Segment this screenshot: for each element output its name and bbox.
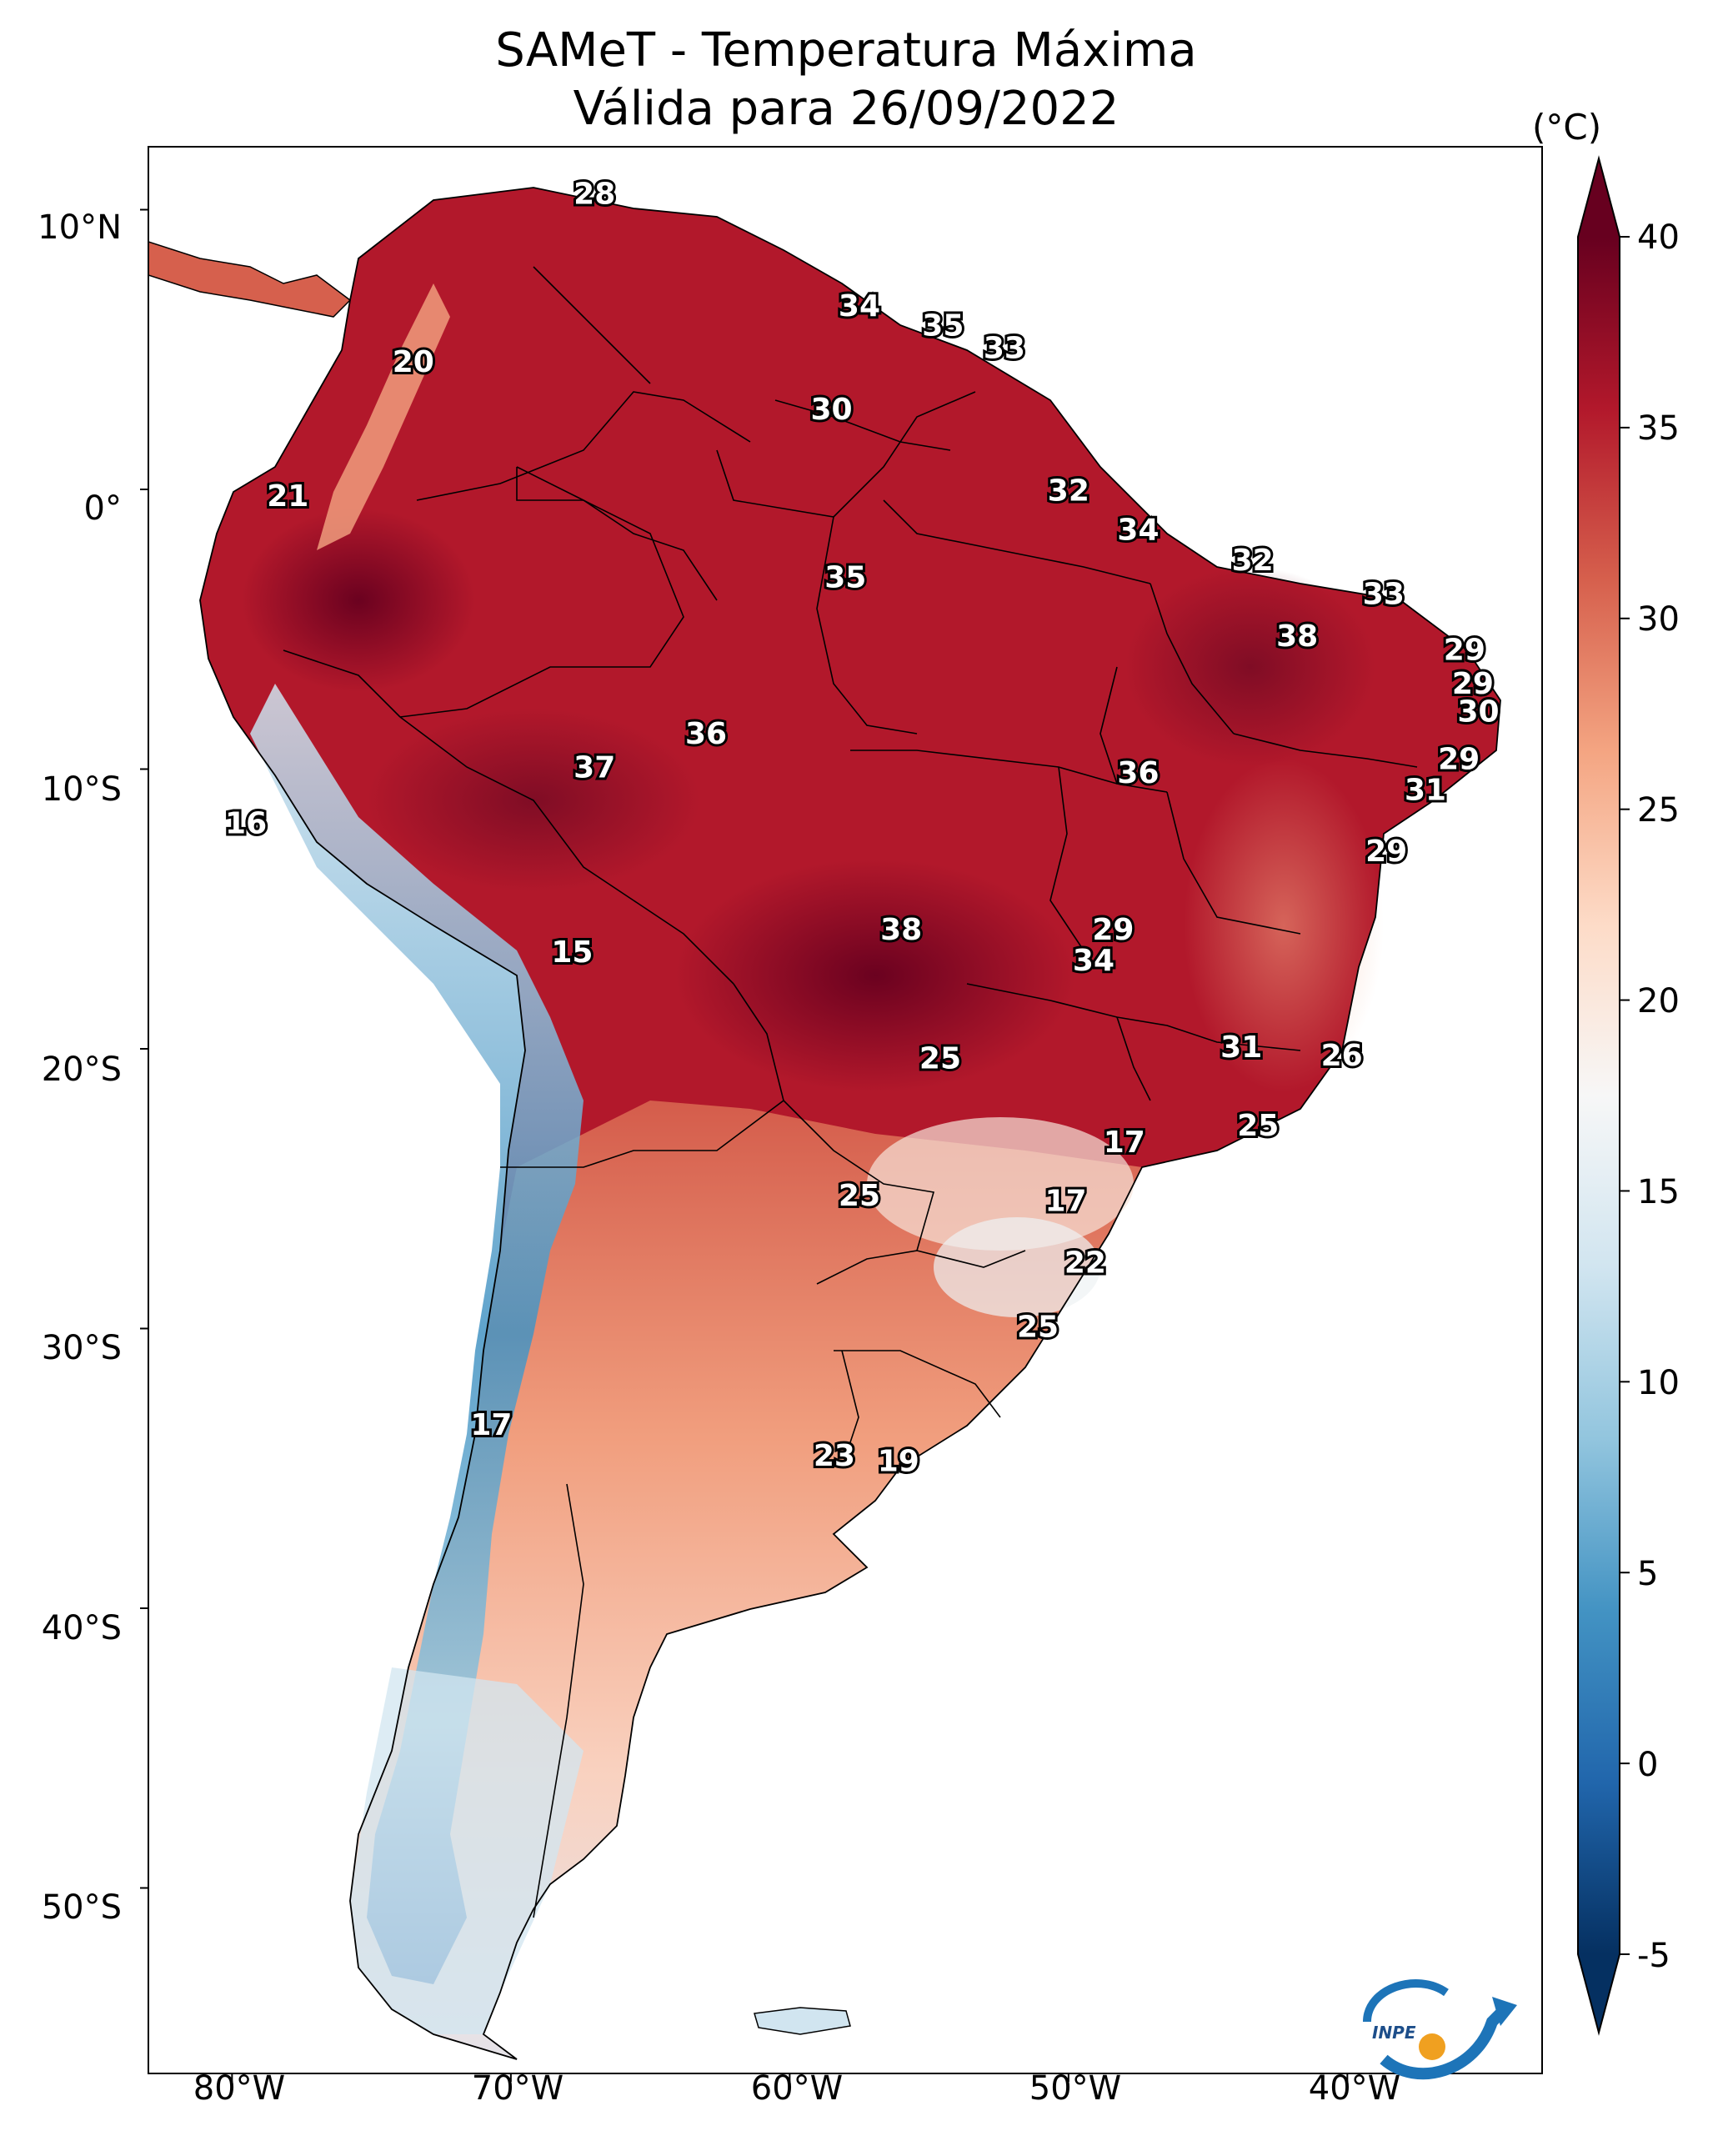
temperature-label: 36	[1117, 756, 1159, 790]
colorbar-tick-10: 10	[1637, 1364, 1680, 1402]
temperature-label: 35	[824, 560, 866, 594]
logo-arrow	[1492, 1997, 1517, 2026]
colorbar-body	[1578, 237, 1620, 1954]
colorbar-top-extension	[1578, 158, 1620, 237]
falkland-islands	[754, 2007, 851, 2035]
temperature-label: 28	[573, 178, 615, 212]
temperature-label: 33	[1363, 577, 1405, 611]
temperature-label: 29	[1438, 742, 1480, 776]
temperature-label: 21	[267, 479, 308, 514]
colorbar-tick-30: 30	[1637, 600, 1680, 639]
country-borders	[283, 266, 1418, 1918]
temperature-label: 30	[1458, 694, 1500, 729]
temperature-label: 30	[810, 393, 852, 427]
colombia-andes-strip	[317, 283, 450, 550]
temperature-label: 32	[1232, 544, 1274, 578]
hotspot-peru-amazon	[242, 509, 475, 692]
temperature-label: 25	[1237, 1109, 1279, 1143]
lat-label-40s: 40°S	[41, 1609, 122, 1647]
lon-label-80w: 80°W	[193, 2069, 286, 2108]
temperature-label: 26	[1321, 1039, 1363, 1073]
temperature-label: 29	[1452, 667, 1494, 701]
cool-parana	[934, 1217, 1100, 1317]
colorbar-tick-25: 25	[1637, 791, 1680, 830]
cool-sao-paulo	[867, 1117, 1134, 1251]
colorbar-tick-5: 5	[1637, 1555, 1659, 1593]
temperature-label: 25	[839, 1179, 880, 1213]
colorbar-tick-35: 35	[1637, 409, 1680, 448]
lon-label-70w: 70°W	[471, 2069, 564, 2108]
temperature-label: 34	[1117, 513, 1159, 547]
lat-label-10s: 10°S	[41, 770, 122, 809]
colorbar-tick-neg5: -5	[1637, 1937, 1670, 1975]
logo-arc-top	[1363, 1978, 1449, 2023]
temperature-label: 17	[1044, 1185, 1086, 1219]
lon-label-50w: 50°W	[1029, 2069, 1122, 2108]
temperature-label: 29	[1444, 634, 1485, 668]
temperature-label: 20	[393, 345, 434, 379]
colorbar	[1577, 155, 1630, 2036]
temperature-label: 38	[880, 913, 922, 947]
temperature-label: 31	[1220, 1030, 1262, 1065]
temperature-label: 32	[1048, 474, 1089, 508]
central-america	[148, 241, 352, 318]
logo-text: INPE	[1372, 2023, 1416, 2043]
colorbar-unit: (°C)	[1532, 107, 1602, 148]
lon-label-40w: 40°W	[1308, 2069, 1401, 2108]
colorbar-tick-40: 40	[1637, 218, 1680, 257]
temperature-label: 36	[685, 717, 727, 751]
temperature-label: 22	[1064, 1246, 1106, 1280]
patagonia-cool	[350, 1667, 584, 2034]
temperature-label: 25	[1017, 1311, 1059, 1345]
map-frame	[148, 146, 1543, 2074]
temperature-label: 19	[878, 1445, 919, 1479]
temperature-label: 33	[984, 331, 1025, 365]
hotspot-mato-grosso	[675, 859, 1075, 1092]
temperature-label: 29	[1365, 835, 1407, 869]
map-subtitle: Válida para 26/09/2022	[573, 82, 1119, 136]
temperature-label: 16	[225, 807, 267, 841]
lat-label-50s: 50°S	[41, 1888, 122, 1927]
colorbar-tick-0: 0	[1637, 1746, 1659, 1784]
colorbar-ticks	[1620, 236, 1630, 1955]
logo-arc-bottom	[1380, 2005, 1509, 2080]
lat-label-0: 0°	[83, 489, 122, 528]
cooler-bahia	[1184, 759, 1384, 1092]
temperature-label: 17	[470, 1408, 512, 1442]
colorbar-tick-20: 20	[1637, 982, 1680, 1020]
temperature-label: 34	[839, 289, 880, 323]
temperature-label: 37	[573, 751, 615, 785]
temperature-label: 17	[1104, 1126, 1145, 1160]
temperature-label: 35	[922, 308, 964, 343]
temperature-label: 25	[919, 1041, 961, 1075]
colorbar-bottom-extension	[1578, 1954, 1620, 2033]
logo-sun	[1419, 2033, 1445, 2060]
coastline	[199, 187, 1501, 2060]
axis-ticks	[140, 208, 1349, 2082]
temperature-label: 34	[1073, 944, 1114, 978]
temperature-label: 31	[1405, 773, 1446, 807]
temperature-label: 29	[1092, 913, 1134, 947]
andes-cold-strip	[250, 684, 584, 1984]
map-title: SAMeT - Temperatura Máxima	[495, 23, 1197, 78]
lat-label-10n: 10°N	[38, 208, 122, 247]
colorbar-tick-15: 15	[1637, 1173, 1680, 1211]
hotspot-northeast	[1125, 567, 1375, 767]
temperature-label: 38	[1276, 619, 1318, 654]
lat-label-20s: 20°S	[41, 1050, 122, 1089]
temperature-label: 23	[814, 1439, 855, 1473]
temperature-label: 15	[551, 935, 593, 970]
inpe-logo: INPE	[1363, 1978, 1517, 2080]
lat-label-30s: 30°S	[41, 1329, 122, 1367]
lon-label-60w: 60°W	[750, 2069, 844, 2108]
